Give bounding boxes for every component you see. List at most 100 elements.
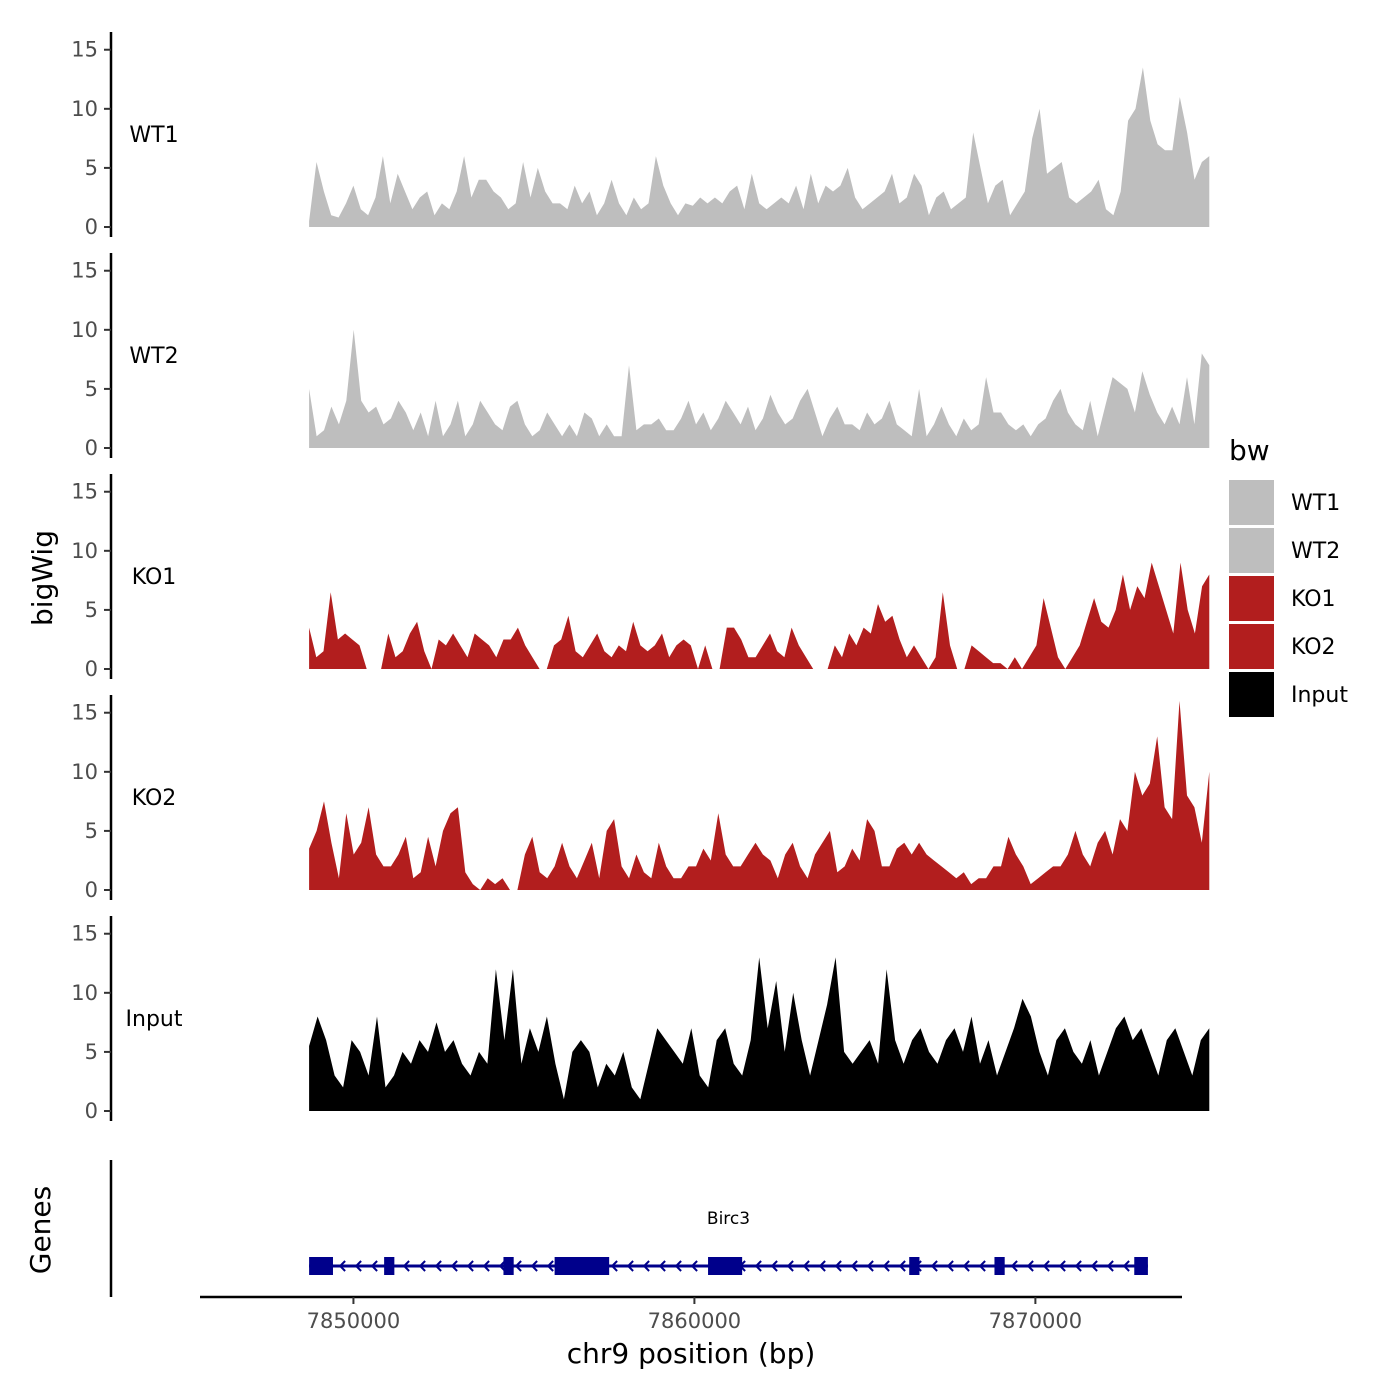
strand-arrow: [754, 1260, 762, 1272]
genes-panel-title: Genes: [24, 1186, 57, 1274]
legend-label: KO2: [1291, 635, 1336, 660]
strand-arrow: [1122, 1260, 1130, 1272]
y-tick-label: 10: [71, 539, 98, 563]
y-tick-label: 10: [71, 981, 98, 1005]
strand-arrow: [498, 1260, 506, 1272]
strand-arrow: [482, 1260, 490, 1272]
track-KO1: 0 5 10 15 KO1: [71, 474, 1210, 681]
strand-arrow: [786, 1260, 794, 1272]
strand-arrow: [1106, 1260, 1114, 1272]
strand-arrow: [930, 1260, 938, 1272]
strand-arrow: [354, 1260, 362, 1272]
track-WT1: 0 5 10 15 WT1: [71, 32, 1210, 239]
exon: [994, 1257, 1005, 1275]
strand-arrow: [1058, 1260, 1066, 1272]
strand-arrow: [338, 1260, 346, 1272]
legend-label: Input: [1291, 683, 1348, 708]
strand-arrow: [466, 1260, 474, 1272]
track-label: KO2: [132, 786, 177, 811]
track-KO2: 0 5 10 15 KO2: [71, 695, 1210, 902]
strand-arrow: [690, 1260, 698, 1272]
track-WT2: 0 5 10 15 WT2: [71, 253, 1210, 460]
x-axis-title: chr9 position (bp): [567, 1337, 816, 1370]
strand-arrow: [898, 1260, 906, 1272]
gene-exons: [309, 1257, 1148, 1275]
x-axis: 7850000 7860000 7870000 chr9 position (bp): [200, 1295, 1182, 1370]
track-panels: 0 5 10 15 WT1 0 5 10 15 WT2 0 5 10 15 KO1 0 5 10 15 KO2 0 5 10…: [71, 32, 1210, 1123]
strand-arrow: [514, 1260, 522, 1272]
exon: [309, 1257, 333, 1275]
legend-label: WT2: [1291, 539, 1340, 564]
x-tick-label: 7850000: [307, 1309, 401, 1333]
legend-swatch: [1229, 576, 1274, 621]
legend-entries: WT1 WT2 KO1 KO2 Input: [1229, 480, 1348, 717]
track-label: WT1: [129, 123, 178, 148]
track-Input: 0 5 10 15 Input: [71, 916, 1210, 1123]
strand-arrow: [978, 1260, 986, 1272]
y-tick-label: 15: [71, 38, 98, 62]
strand-arrow: [1026, 1260, 1034, 1272]
y-tick-label: 15: [71, 259, 98, 283]
y-tick-label: 15: [71, 922, 98, 946]
x-axis-ticks: 7850000 7860000 7870000: [307, 1297, 1082, 1333]
exon: [909, 1257, 920, 1275]
strand-arrow: [1042, 1260, 1050, 1272]
exon: [554, 1257, 610, 1275]
track-label: WT2: [129, 344, 178, 369]
y-tick-label: 10: [71, 97, 98, 121]
y-tick-label: 15: [71, 701, 98, 725]
x-tick-label: 7860000: [648, 1309, 742, 1333]
strand-arrow: [946, 1260, 954, 1272]
strand-arrow: [434, 1260, 442, 1272]
signal-area-WT1: [309, 67, 1210, 227]
y-tick-label: 0: [85, 878, 98, 902]
strand-arrow: [610, 1260, 618, 1272]
exon: [1134, 1257, 1148, 1275]
y-tick-label: 5: [85, 156, 98, 180]
strand-arrow: [1074, 1260, 1082, 1272]
strand-arrow: [1090, 1260, 1098, 1272]
gene-panel: Genes Birc3: [24, 1160, 1148, 1297]
strand-arrow: [802, 1260, 810, 1272]
strand-arrow: [626, 1260, 634, 1272]
y-tick-label: 5: [85, 819, 98, 843]
strand-arrow: [546, 1260, 554, 1272]
strand-arrow: [402, 1260, 410, 1272]
y-tick-label: 15: [71, 480, 98, 504]
strand-arrow: [882, 1260, 890, 1272]
y-tick-label: 0: [85, 436, 98, 460]
strand-arrow: [418, 1260, 426, 1272]
y-tick-label: 5: [85, 1040, 98, 1064]
legend-label: KO1: [1291, 587, 1336, 612]
signal-area-KO2: [309, 700, 1210, 890]
legend: bw WT1 WT2 KO1 KO2 Input: [1229, 434, 1348, 717]
strand-arrow: [818, 1260, 826, 1272]
signal-area-Input: [309, 957, 1210, 1111]
y-tick-label: 0: [85, 657, 98, 681]
legend-swatch: [1229, 672, 1274, 717]
y-tick-label: 5: [85, 377, 98, 401]
legend-swatch: [1229, 480, 1274, 525]
legend-title: bw: [1229, 434, 1270, 467]
gene-label: Birc3: [707, 1209, 750, 1229]
strand-arrow: [850, 1260, 858, 1272]
exon: [503, 1257, 514, 1275]
y-tick-label: 10: [71, 318, 98, 342]
legend-swatch: [1229, 624, 1274, 669]
strand-arrow: [834, 1260, 842, 1272]
y-tick-label: 0: [85, 1099, 98, 1123]
y-tick-label: 0: [85, 215, 98, 239]
y-tick-label: 10: [71, 760, 98, 784]
strand-arrow: [962, 1260, 970, 1272]
legend-swatch: [1229, 528, 1274, 573]
strand-arrow: [530, 1260, 538, 1272]
strand-arrow: [866, 1260, 874, 1272]
exon: [708, 1257, 743, 1275]
strand-arrow: [1010, 1260, 1018, 1272]
signal-area-WT2: [309, 329, 1210, 448]
signal-area-KO1: [309, 562, 1210, 669]
track-label: KO1: [132, 565, 177, 590]
x-tick-label: 7870000: [989, 1309, 1083, 1333]
strand-arrow: [770, 1260, 778, 1272]
